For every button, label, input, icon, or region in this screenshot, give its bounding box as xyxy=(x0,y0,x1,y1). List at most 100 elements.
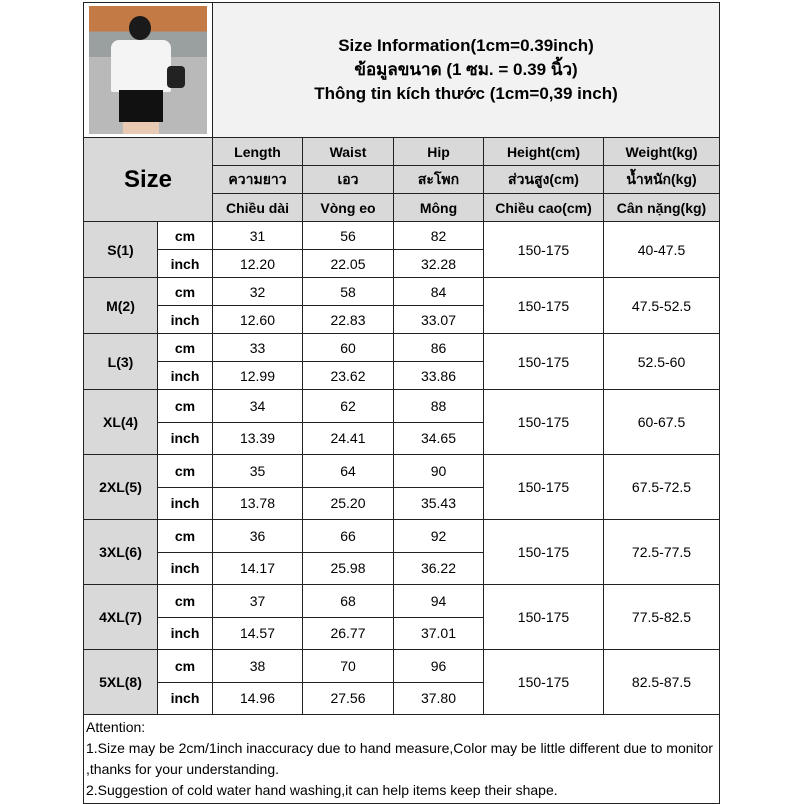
unit-label: cm xyxy=(157,277,213,306)
measurement-cell: 27.56 xyxy=(302,681,394,715)
weight-cell: 82.5-87.5 xyxy=(603,649,720,715)
height-cell: 150-175 xyxy=(483,277,604,334)
measurement-cell: 92 xyxy=(393,519,484,553)
measurement-cell: 32.28 xyxy=(393,249,484,278)
measurement-cell: 33.07 xyxy=(393,305,484,334)
table-row: M(2) cm 32 58 84 150-175 47.5-52.5 xyxy=(83,277,720,334)
unit-label: cm xyxy=(157,389,213,423)
column-header: ความยาว xyxy=(212,165,303,194)
measurement-cell: 34 xyxy=(212,389,303,423)
measurement-cell: 14.96 xyxy=(212,681,303,715)
column-header: Vòng eo xyxy=(302,193,394,222)
measurement-cell: 62 xyxy=(302,389,394,423)
measurement-cell: 32 xyxy=(212,277,303,306)
measurement-cell: 35 xyxy=(212,454,303,488)
table-row: inch 12.20 22.05 32.28 xyxy=(84,249,720,278)
measurement-cell: 60 xyxy=(302,333,394,362)
unit-label: cm xyxy=(157,333,213,362)
measurement-cell: 13.39 xyxy=(212,421,303,455)
measurement-cell: 86 xyxy=(393,333,484,362)
size-label: 4XL(7) xyxy=(83,584,158,650)
weight-cell: 52.5-60 xyxy=(603,333,720,390)
column-header: Length xyxy=(212,137,303,166)
size-label: XL(4) xyxy=(83,389,158,455)
title-thai: ข้อมูลขนาด (1 ซม. = 0.39 นิ้ว) xyxy=(354,60,578,79)
measurement-cell: 31 xyxy=(212,221,303,250)
attention-line: 2.Suggestion of cold water hand washing,… xyxy=(86,782,558,798)
unit-label: inch xyxy=(157,551,213,585)
title-english: Size Information(1cm=0.39inch) xyxy=(338,36,594,55)
table-row: S(1) cm 31 56 82 150-175 40-47.5 xyxy=(83,221,720,278)
unit-label: cm xyxy=(157,584,213,618)
measurement-cell: 25.98 xyxy=(302,551,394,585)
height-cell: 150-175 xyxy=(483,454,604,520)
measurement-cell: 68 xyxy=(302,584,394,618)
column-header: Height(cm) xyxy=(483,137,604,166)
size-label: 5XL(8) xyxy=(83,649,158,715)
unit-label: cm xyxy=(157,519,213,553)
column-header: Cân nặng(kg) xyxy=(603,193,720,222)
height-cell: 150-175 xyxy=(483,389,604,455)
attention-note: Attention: 1.Size may be 2cm/1inch inaccu… xyxy=(83,714,720,804)
weight-cell: 77.5-82.5 xyxy=(603,584,720,650)
measurement-cell: 70 xyxy=(302,649,394,683)
unit-label: inch xyxy=(157,421,213,455)
height-cell: 150-175 xyxy=(483,221,604,278)
measurement-cell: 88 xyxy=(393,389,484,423)
table-row: inch 12.60 22.83 33.07 xyxy=(84,305,720,334)
measurement-cell: 64 xyxy=(302,454,394,488)
measurement-cell: 14.17 xyxy=(212,551,303,585)
weight-cell: 47.5-52.5 xyxy=(603,277,720,334)
table-row: XL(4) cm 34 62 88 150-175 60-67.5 xyxy=(83,389,720,455)
measurement-cell: 34.65 xyxy=(393,421,484,455)
table-row: inch 13.39 24.41 34.65 xyxy=(84,421,720,455)
measurement-cell: 82 xyxy=(393,221,484,250)
size-chart: Size Information(1cm=0.39inch) ข้อมูลขนา… xyxy=(83,2,720,804)
measurement-cell: 22.83 xyxy=(302,305,394,334)
table-row: L(3) cm 33 60 86 150-175 52.5-60 xyxy=(83,333,720,390)
size-label: L(3) xyxy=(83,333,158,390)
measurement-cell: 58 xyxy=(302,277,394,306)
measurement-cell: 12.20 xyxy=(212,249,303,278)
size-label: M(2) xyxy=(83,277,158,334)
header-row: Chiều dài Vòng eo Mông Chiều cao(cm) Cân nặn… xyxy=(84,193,720,222)
measurement-cell: 26.77 xyxy=(302,616,394,650)
unit-label: inch xyxy=(157,361,213,390)
column-header: Mông xyxy=(393,193,484,222)
measurement-cell: 33 xyxy=(212,333,303,362)
measurement-cell: 38 xyxy=(212,649,303,683)
size-label: 2XL(5) xyxy=(83,454,158,520)
measurement-cell: 84 xyxy=(393,277,484,306)
height-cell: 150-175 xyxy=(483,584,604,650)
measurement-cell: 56 xyxy=(302,221,394,250)
measurement-cell: 37.80 xyxy=(393,681,484,715)
weight-cell: 40-47.5 xyxy=(603,221,720,278)
header-row: Size Length Waist Hip Height(cm) Weight(kg) xyxy=(83,137,720,222)
weight-cell: 72.5-77.5 xyxy=(603,519,720,585)
height-cell: 150-175 xyxy=(483,519,604,585)
measurement-cell: 90 xyxy=(393,454,484,488)
table-row: inch 12.99 23.62 33.86 xyxy=(84,361,720,390)
table-row: 4XL(7) cm 37 68 94 150-175 77.5-82.5 xyxy=(83,584,720,650)
column-header: Weight(kg) xyxy=(603,137,720,166)
attention-line: Attention: xyxy=(86,719,146,735)
column-header: สะโพก xyxy=(393,165,484,194)
measurement-cell: 36 xyxy=(212,519,303,553)
unit-label: inch xyxy=(157,486,213,520)
column-header: เอว xyxy=(302,165,394,194)
size-header: Size xyxy=(83,137,213,222)
table-row: 5XL(8) cm 38 70 96 150-175 82.5-87.5 xyxy=(83,649,720,715)
unit-label: cm xyxy=(157,649,213,683)
measurement-cell: 24.41 xyxy=(302,421,394,455)
size-table: Size Information(1cm=0.39inch) ข้อมูลขนา… xyxy=(83,2,720,804)
table-row: 2XL(5) cm 35 64 90 150-175 67.5-72.5 xyxy=(83,454,720,520)
unit-label: inch xyxy=(157,616,213,650)
measurement-cell: 12.99 xyxy=(212,361,303,390)
column-header: ส่วนสูง(cm) xyxy=(483,165,604,194)
measurement-cell: 25.20 xyxy=(302,486,394,520)
measurement-cell: 36.22 xyxy=(393,551,484,585)
column-header: Chiều cao(cm) xyxy=(483,193,604,222)
product-photo xyxy=(83,2,213,138)
table-row: inch 14.57 26.77 37.01 xyxy=(84,616,720,650)
size-label: 3XL(6) xyxy=(83,519,158,585)
